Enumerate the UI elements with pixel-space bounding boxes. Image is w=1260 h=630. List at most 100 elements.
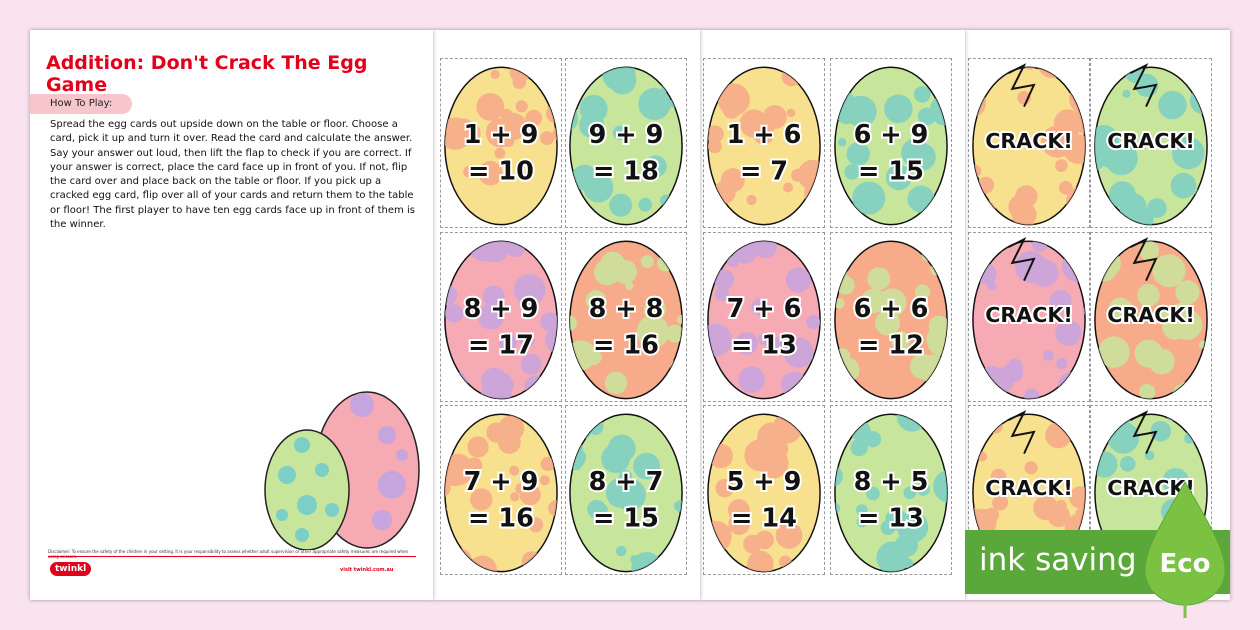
egg-spot [784, 393, 793, 399]
egg-spot [909, 353, 936, 380]
egg-spot [1024, 388, 1040, 399]
sum-question: 1 + 6 [727, 120, 802, 150]
egg-card[interactable]: 6 + 9 = 15 [830, 58, 952, 228]
egg-spot [569, 340, 597, 371]
egg-spot [616, 67, 634, 79]
sum-question: 5 + 9 [727, 467, 802, 497]
egg-spot [976, 254, 988, 266]
egg-spot [1196, 421, 1208, 444]
egg-spot [494, 147, 506, 159]
sum-question: 7 + 6 [727, 294, 802, 324]
egg-card[interactable]: 1 + 6 = 7 [703, 58, 825, 228]
egg-card[interactable]: 8 + 9 = 17 [440, 232, 562, 402]
egg-spot [990, 468, 1007, 485]
sum-answer: = 15 [858, 156, 924, 186]
egg-spot [762, 105, 787, 130]
egg-spot [1069, 486, 1086, 509]
egg-spot [1042, 350, 1054, 361]
egg-spot [756, 241, 768, 251]
egg-spot [834, 465, 843, 487]
egg-spot [972, 67, 990, 72]
egg-spot [498, 333, 517, 352]
egg-spot [490, 69, 500, 80]
egg-card[interactable]: 1 + 9 = 10 [440, 58, 562, 228]
egg-spot [1055, 159, 1068, 172]
egg-card[interactable]: 8 + 5 = 13 [830, 405, 952, 575]
egg-card[interactable]: 8 + 7 = 15 [565, 405, 687, 575]
egg-spot [444, 453, 474, 486]
egg-spot [571, 164, 598, 191]
divider [48, 556, 416, 557]
egg-spot [1094, 245, 1107, 258]
egg-spot [901, 138, 930, 168]
egg-spot [743, 534, 762, 554]
egg-spot [444, 200, 464, 225]
egg-spot [605, 477, 637, 509]
egg-card[interactable]: 8 + 8 = 16 [565, 232, 687, 402]
egg-spot [640, 255, 654, 269]
sum-question: 6 + 9 [854, 120, 929, 150]
egg-spot [1139, 241, 1160, 261]
egg-spot [578, 82, 587, 91]
egg-spot [515, 483, 526, 494]
egg-spot [636, 315, 670, 349]
egg-spot [663, 383, 682, 399]
sum-question: 8 + 7 [589, 467, 664, 497]
egg-spot [638, 197, 653, 212]
egg-spot [1120, 456, 1136, 472]
egg-card[interactable]: CRACK! [968, 232, 1090, 402]
egg-spot [1108, 181, 1136, 209]
instructions-page: Addition: Don't Crack The Egg Game How T… [30, 30, 433, 600]
egg-card[interactable]: 6 + 6 = 12 [830, 232, 952, 402]
egg-spot [978, 375, 993, 390]
visit-link[interactable]: visit twinkl.com.au [340, 567, 394, 573]
egg-spot [676, 315, 683, 324]
egg-card[interactable]: 5 + 9 = 14 [703, 405, 825, 575]
egg-spot [1055, 319, 1082, 346]
egg-card[interactable]: CRACK! [968, 58, 1090, 228]
egg-spot [1173, 176, 1187, 191]
egg-spot [671, 534, 683, 562]
egg-spot [524, 375, 547, 398]
egg-card[interactable]: 7 + 9 = 16 [440, 405, 562, 575]
egg-spot [444, 207, 458, 222]
egg-spot [1033, 495, 1059, 521]
egg-card[interactable]: CRACK! [1090, 58, 1212, 228]
sum-question: 7 + 9 [464, 467, 539, 497]
egg-spot [569, 315, 577, 331]
crack-label: CRACK! [985, 476, 1073, 500]
egg-spot [850, 421, 871, 442]
egg-spot [884, 94, 913, 124]
crack-icon [1007, 237, 1036, 282]
egg-spot [1002, 361, 1024, 383]
egg-spot [525, 109, 543, 127]
egg-spot [1098, 336, 1130, 368]
egg-spot [587, 499, 607, 519]
egg-spot [552, 127, 558, 141]
egg-spot [804, 164, 813, 173]
cards-page-3: CRACK! CRACK! CRACK! CRACK! CRACK! CRACK… [965, 30, 1230, 600]
egg-spot [1146, 198, 1167, 219]
egg-spot [846, 142, 870, 166]
sum-question: 1 + 9 [464, 120, 539, 150]
egg-spot [521, 551, 542, 571]
egg-card[interactable]: 9 + 9 = 18 [565, 58, 687, 228]
crack-label: CRACK! [1107, 303, 1195, 327]
egg-spot [783, 337, 814, 368]
sum-answer: = 18 [593, 156, 659, 186]
egg-card[interactable]: CRACK! [1090, 232, 1212, 402]
egg-spot [727, 499, 750, 521]
egg-spot [746, 194, 757, 206]
egg-spot [758, 333, 770, 345]
egg-spot [448, 548, 472, 572]
egg-spot [874, 310, 901, 336]
cards-page-1: 1 + 9 = 10 9 + 9 = 18 8 + 9 = 17 8 + 8 =… [433, 30, 700, 600]
egg-spot [1134, 339, 1163, 368]
egg-card[interactable]: 7 + 6 = 13 [703, 232, 825, 402]
egg-spot [774, 336, 787, 350]
egg-spot [880, 520, 896, 536]
sum-answer: = 7 [740, 156, 788, 186]
egg-spot [834, 82, 841, 98]
egg-spot [571, 414, 601, 422]
egg-spot [540, 456, 555, 472]
